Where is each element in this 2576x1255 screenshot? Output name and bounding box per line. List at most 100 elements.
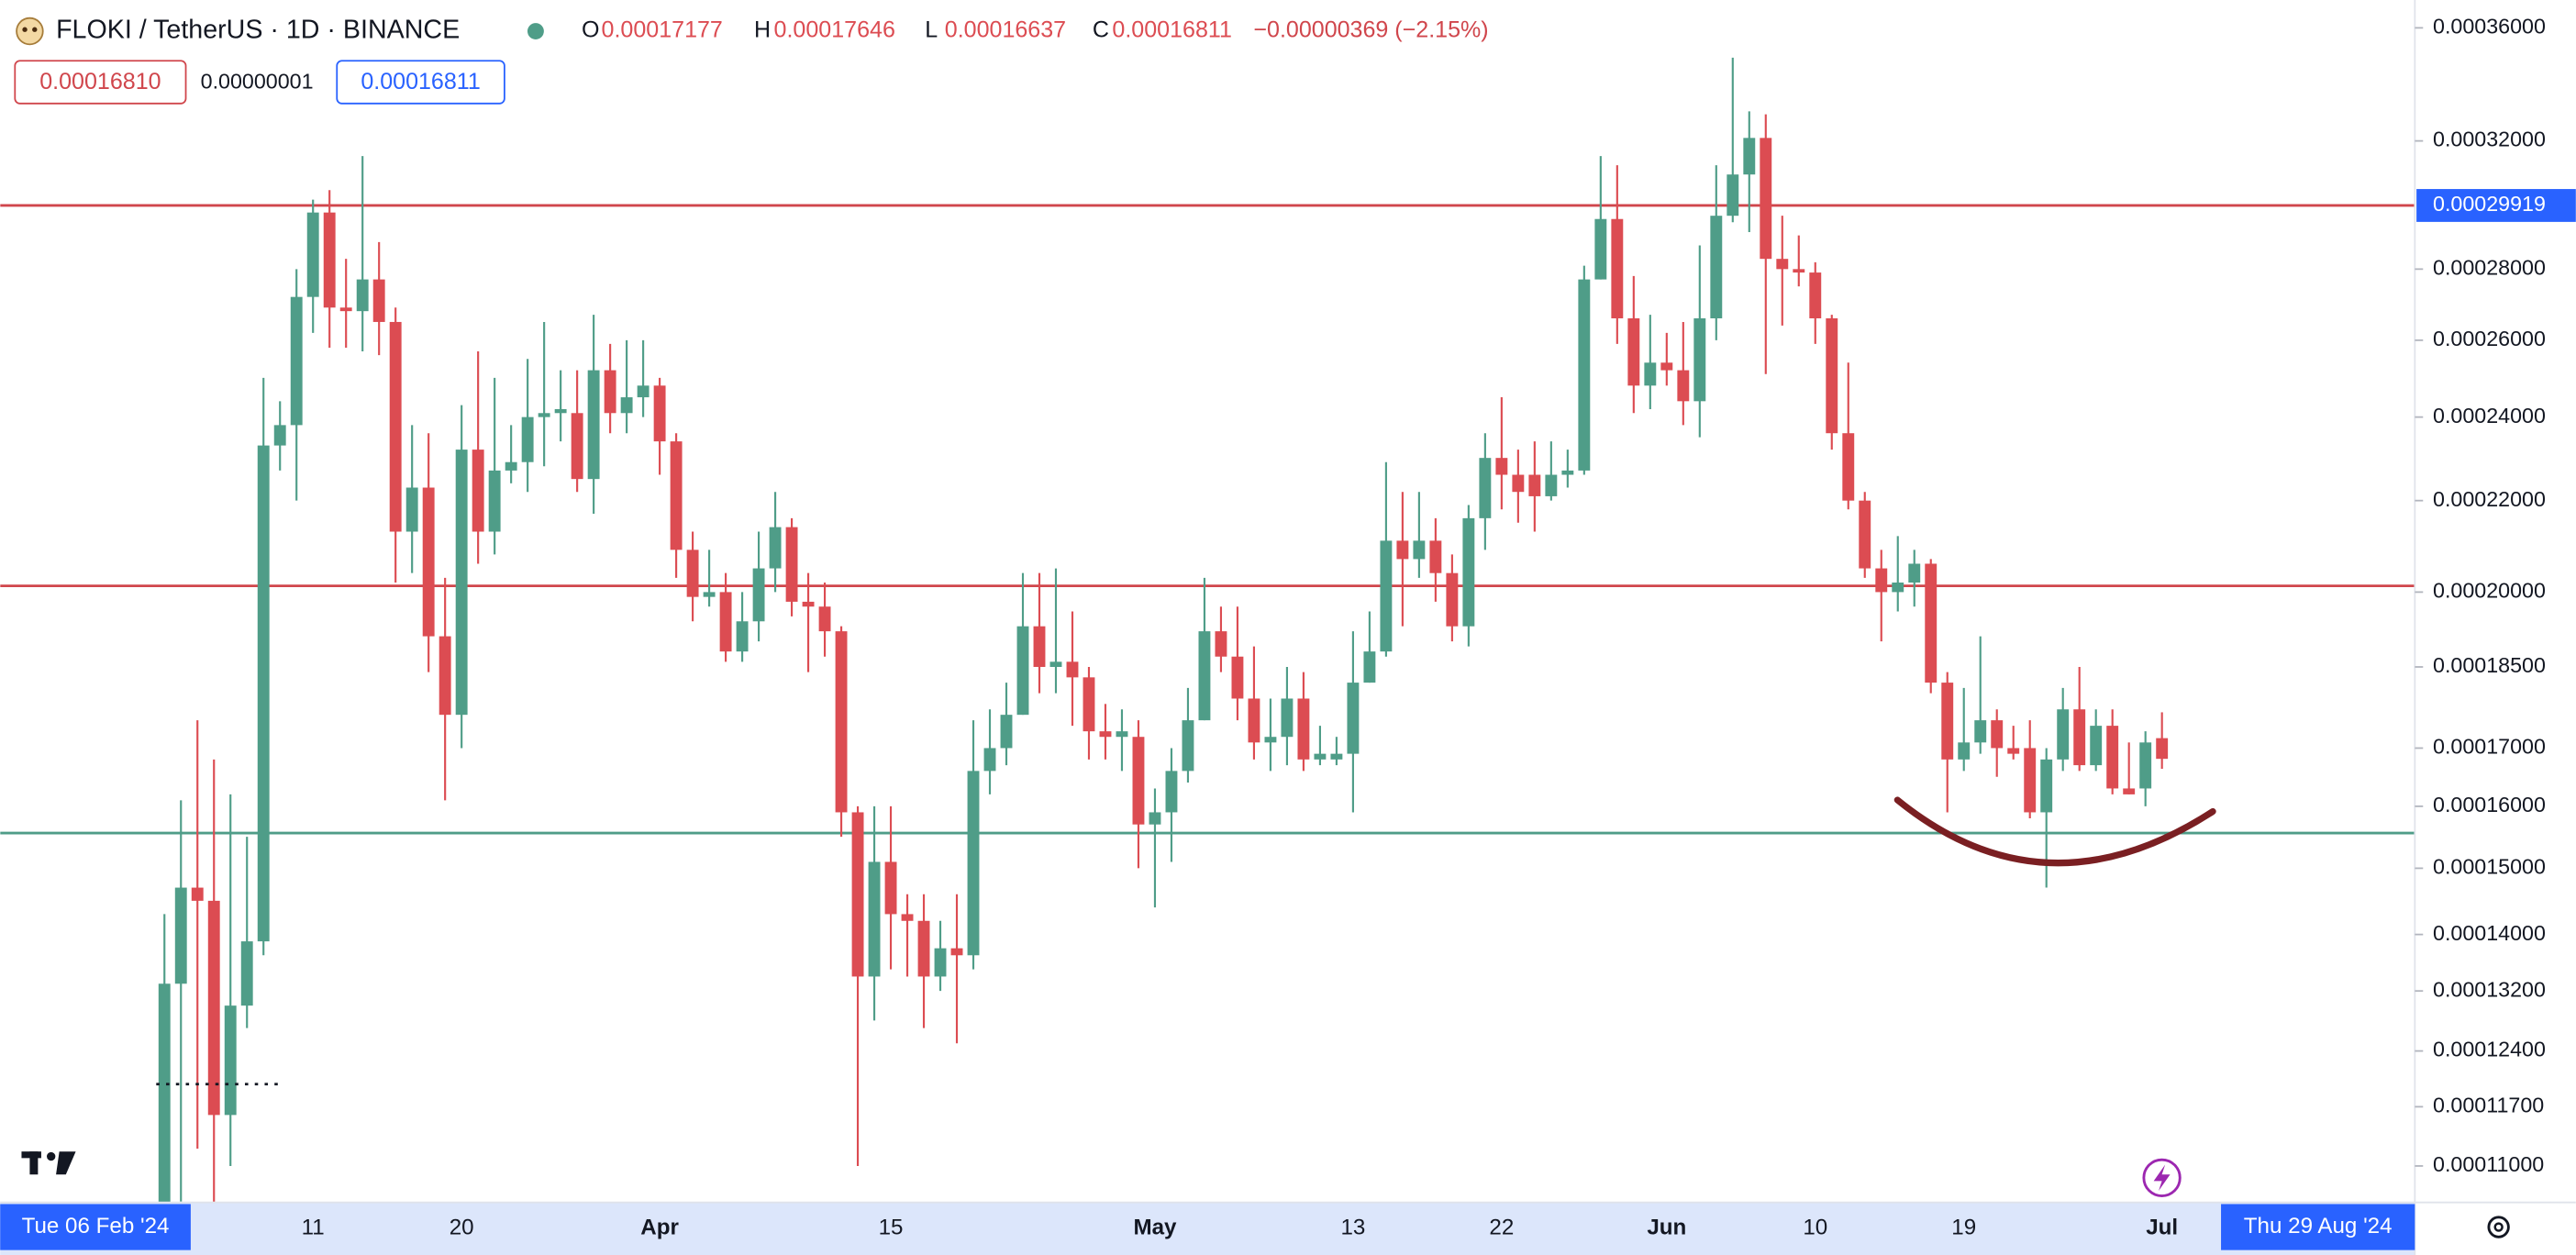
candle-body bbox=[1231, 656, 1244, 699]
candle-body bbox=[1594, 218, 1607, 280]
ohlc-value: 0.00016637 bbox=[945, 17, 1066, 43]
buy-price[interactable]: 0.00016811 bbox=[361, 69, 480, 94]
candle-body bbox=[1793, 269, 1805, 273]
candle-body bbox=[1116, 731, 1128, 738]
candle-body bbox=[1248, 698, 1260, 743]
candle-body bbox=[785, 527, 798, 602]
candle-body bbox=[2106, 726, 2119, 789]
candle-body bbox=[901, 914, 914, 921]
candle-body bbox=[554, 408, 567, 414]
candle-body bbox=[1809, 272, 1822, 319]
candle-body bbox=[2040, 759, 2053, 813]
plot-area bbox=[0, 57, 2415, 1203]
candle-body bbox=[1446, 572, 1459, 627]
candle-body bbox=[1974, 720, 1987, 743]
candle-body bbox=[620, 397, 633, 414]
x-tick-label: 13 bbox=[1340, 1216, 1365, 1240]
sell-box[interactable] bbox=[14, 60, 187, 105]
candle-body bbox=[2139, 742, 2152, 789]
candle-body bbox=[1000, 715, 1013, 749]
candle-body bbox=[372, 279, 385, 322]
candle-body bbox=[736, 621, 749, 652]
candle-body bbox=[1462, 517, 1475, 627]
candle-body bbox=[670, 441, 683, 550]
price-line-label-box bbox=[2416, 189, 2576, 222]
x-tick-label: Jul bbox=[2146, 1216, 2178, 1240]
candle-body bbox=[521, 416, 534, 462]
candle-body bbox=[207, 900, 220, 1116]
candle-body bbox=[950, 948, 963, 956]
candle-body bbox=[1677, 370, 1690, 402]
candle-body bbox=[1925, 563, 1938, 683]
candle-body bbox=[1743, 138, 1756, 175]
lightning-button[interactable] bbox=[2142, 1158, 2182, 1197]
y-tick-label: 0.00011700 bbox=[2433, 1094, 2544, 1117]
candle-body bbox=[505, 461, 517, 471]
settings-button[interactable] bbox=[2487, 1216, 2510, 1238]
candle-body bbox=[851, 812, 864, 977]
candle-body bbox=[967, 771, 980, 956]
x-tick-label: 11 bbox=[302, 1216, 325, 1240]
candle-body bbox=[653, 385, 666, 442]
x-tick-label: 15 bbox=[879, 1216, 904, 1240]
y-tick-label: 0.00014000 bbox=[2433, 921, 2546, 945]
candle-body bbox=[1347, 683, 1360, 754]
candle-body bbox=[835, 631, 848, 813]
candle-body bbox=[1776, 259, 1789, 270]
buy-box[interactable] bbox=[336, 60, 505, 105]
candle-body bbox=[1958, 742, 1971, 760]
candle-body bbox=[868, 861, 881, 977]
candle-body bbox=[422, 487, 435, 637]
candle-body bbox=[1512, 474, 1525, 493]
ohlc-key: H bbox=[754, 17, 771, 43]
candle-body bbox=[934, 948, 947, 977]
y-tick-label: 0.00017000 bbox=[2433, 735, 2546, 759]
x-tick-label: Jun bbox=[1647, 1216, 1686, 1240]
candle-body bbox=[752, 568, 765, 622]
candle-body bbox=[1099, 731, 1112, 738]
y-tick-label: 0.00016000 bbox=[2433, 793, 2546, 816]
y-tick-label: 0.00015000 bbox=[2433, 855, 2546, 879]
candle-body bbox=[538, 413, 550, 417]
candle-body bbox=[1396, 540, 1409, 560]
candle-body bbox=[1132, 737, 1145, 825]
y-tick-label: 0.00026000 bbox=[2433, 327, 2546, 350]
ohlc-key: L bbox=[925, 17, 938, 43]
x-axis: 11 20 Apr 15 May 13 22 Jun 10 19 Jul bbox=[302, 1216, 2178, 1240]
symbol-title: FLOKI / TetherUS · 1D · BINANCE bbox=[56, 16, 460, 45]
candle-body bbox=[158, 983, 171, 1203]
candle-body bbox=[356, 279, 369, 312]
sell-price[interactable]: 0.00016810 bbox=[39, 69, 161, 94]
candle-body bbox=[818, 606, 831, 632]
candle-body bbox=[802, 601, 815, 607]
candle-body bbox=[1297, 698, 1310, 760]
x-tick-label: 20 bbox=[450, 1216, 474, 1240]
candle-body bbox=[1528, 474, 1541, 496]
candle-body bbox=[1660, 362, 1673, 371]
candle-body bbox=[686, 550, 699, 597]
candle-body bbox=[1908, 563, 1921, 583]
candle-body bbox=[2024, 748, 2037, 813]
y-tick-label: 0.00012400 bbox=[2433, 1038, 2546, 1061]
candle-body bbox=[1016, 626, 1029, 716]
x-edge-box bbox=[2221, 1204, 2415, 1250]
market-status[interactable] bbox=[527, 23, 544, 39]
ohlc-value: 0.00017646 bbox=[774, 17, 895, 43]
x-tick-label: May bbox=[1133, 1216, 1177, 1240]
y-tick-label: 0.00011000 bbox=[2433, 1152, 2544, 1176]
candle-body bbox=[1413, 540, 1426, 560]
candle-body bbox=[769, 527, 782, 569]
x-tick-label: 22 bbox=[1489, 1216, 1514, 1240]
y-tick-label: 0.00022000 bbox=[2433, 487, 2546, 511]
candle-body bbox=[439, 636, 451, 716]
candle-body bbox=[1760, 138, 1772, 260]
candle-body bbox=[1066, 661, 1079, 678]
candle-body bbox=[290, 296, 303, 426]
candle-body bbox=[2057, 709, 2070, 760]
candle-body bbox=[2156, 738, 2169, 760]
candle-body bbox=[1479, 458, 1492, 518]
candle-body bbox=[1892, 582, 1904, 593]
ohlc-value: 0.00017177 bbox=[602, 17, 723, 43]
candle-body bbox=[1941, 683, 1954, 760]
